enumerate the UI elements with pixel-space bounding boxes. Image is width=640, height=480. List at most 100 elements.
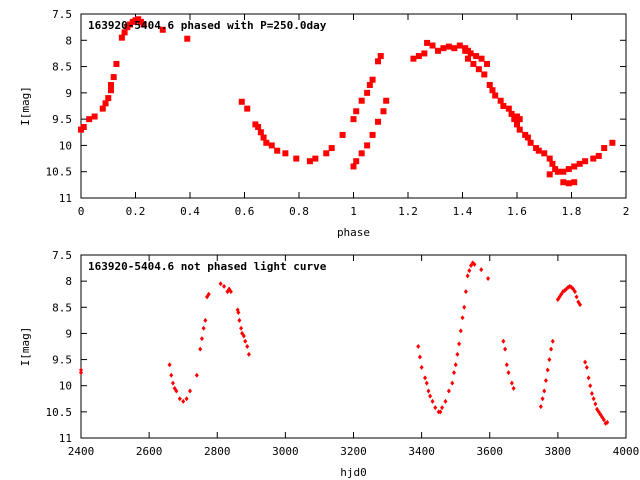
chart-0-data-point (369, 76, 376, 83)
chart-1-data-point (583, 359, 588, 365)
chart-1-x-tick-label: 2800 (204, 445, 231, 458)
chart-0-data-point (364, 142, 371, 149)
chart-0-data-point (358, 150, 365, 157)
chart-0-data-point (364, 89, 371, 96)
chart-1-data-point (236, 310, 241, 316)
chart-1-data-point (586, 375, 591, 381)
chart-0-data-point (500, 103, 507, 109)
chart-1-data-point (578, 302, 583, 308)
chart-0-data-point (369, 131, 376, 138)
chart-1-data-point (545, 367, 550, 373)
chart-0-data-point (274, 147, 281, 154)
chart-1-y-tick-label: 10.5 (46, 406, 73, 419)
chart-1-data-point (177, 396, 182, 402)
chart-0-x-axis-label: phase (337, 226, 370, 239)
chart-0-x-tick-label: 0.8 (289, 205, 309, 218)
chart-1-data-point (550, 338, 555, 344)
chart-0-data-point (492, 92, 499, 99)
chart-1-y-tick-label: 8.5 (52, 301, 72, 314)
chart-1-data-point (486, 276, 491, 282)
chart-0-data-point (514, 121, 520, 128)
chart-0-data-point (451, 45, 458, 52)
unphased-light-curve-panel: 2400 2600 2800 3000 3200 3400 3600 3800 4000 7.5 8… (19, 249, 639, 479)
chart-1-data-point (479, 267, 484, 273)
chart-0-data-point (473, 53, 480, 60)
chart-1-data-point (547, 357, 552, 363)
chart-1-data-point (428, 393, 433, 399)
chart-0-data-point (107, 87, 114, 94)
chart-1-data-point (243, 338, 248, 344)
chart-0-data-point (467, 50, 474, 57)
phased-light-curve-panel: 0 0.2 0.4 0.6 0.8 1 1.2 1.4 1.6 1.8 2 7.5 8 8.5 9 9.5 10… (19, 8, 629, 239)
chart-0-y-axis-label: I[mag] (19, 86, 32, 126)
chart-1-x-tick-label: 4000 (613, 445, 640, 458)
chart-1-data-point (239, 325, 244, 331)
chart-1-data-point (426, 388, 431, 394)
chart-1-data-point (184, 396, 189, 402)
chart-0-data-point (350, 116, 357, 123)
chart-0-data-point (535, 147, 542, 154)
chart-0-data-point (549, 160, 556, 167)
chart-0-data-point (99, 105, 106, 112)
chart-1-data-point (593, 401, 598, 407)
chart-0-data-point (255, 124, 262, 131)
chart-0-data-point (560, 179, 567, 186)
chart-0-data-point (560, 168, 567, 175)
chart-1-data-point (584, 364, 589, 370)
chart-0-data-point (524, 134, 531, 141)
chart-0-data-point (489, 87, 496, 94)
chart-0-y-tick-label: 11 (59, 192, 72, 205)
chart-1-data-point (416, 344, 421, 349)
chart-0-y-tick-label: 9.5 (52, 113, 72, 126)
chart-0-y-tick-label: 8 (65, 34, 72, 47)
chart-1-data-point (458, 328, 463, 334)
chart-1-data-point (419, 364, 424, 370)
chart-0-data-point (339, 131, 346, 138)
chart-1-y-tick-label: 9.5 (52, 354, 72, 367)
chart-1-y-tick-label: 8 (65, 275, 72, 288)
chart-0-data-point (565, 180, 572, 187)
chart-0-data-point (282, 150, 289, 157)
chart-0-data-point (478, 55, 485, 62)
chart-0-data-point (505, 105, 512, 112)
chart-0-data-point (350, 163, 357, 170)
chart-0-x-tick-label: 0 (78, 205, 85, 218)
chart-0-data-point (80, 124, 87, 131)
chart-0-x-tick-label: 1.8 (562, 205, 582, 218)
chart-0-data-point (511, 116, 518, 123)
chart-0-data-point (107, 81, 114, 88)
chart-1-data-point (605, 419, 610, 425)
chart-1-data-point (540, 396, 545, 402)
chart-0-data-point (102, 100, 109, 107)
chart-1-x-tick-label: 3400 (408, 445, 435, 458)
chart-0-data-point (260, 134, 267, 141)
chart-1-y-tick-label: 10 (59, 380, 72, 393)
chart-1-data-point (423, 375, 428, 381)
chart-1-data-point (228, 289, 233, 295)
chart-1-data-point (463, 289, 468, 295)
chart-0-data-point (268, 142, 275, 149)
chart-1-data-point (501, 338, 506, 344)
chart-0-data-point (445, 43, 452, 50)
chart-1-data-point (601, 417, 606, 423)
chart-1-data-point (169, 372, 174, 378)
chart-1-data-point (222, 283, 227, 289)
chart-1-data-point (549, 346, 554, 352)
chart-1-data-point (203, 317, 208, 323)
chart-1-x-tick-label: 2600 (136, 445, 163, 458)
chart-1-data-point (574, 294, 579, 300)
chart-0-x-tick-label: 0.2 (126, 205, 146, 218)
chart-1-data-point (198, 346, 203, 352)
chart-1-data-point (430, 398, 435, 404)
chart-1-data-point (589, 391, 594, 397)
chart-1-x-axis-label: hjd0 (340, 466, 367, 479)
chart-0-data-point (263, 139, 270, 146)
chart-0-data-point (140, 21, 147, 28)
chart-1-data-point (424, 380, 429, 386)
chart-1-data-point (194, 372, 199, 378)
chart-1-data-point (79, 367, 83, 373)
chart-0-data-point (113, 60, 120, 67)
chart-1-data-point (472, 261, 477, 267)
chart-0-x-tick-label: 0.6 (235, 205, 255, 218)
chart-0-data-point (306, 158, 313, 165)
